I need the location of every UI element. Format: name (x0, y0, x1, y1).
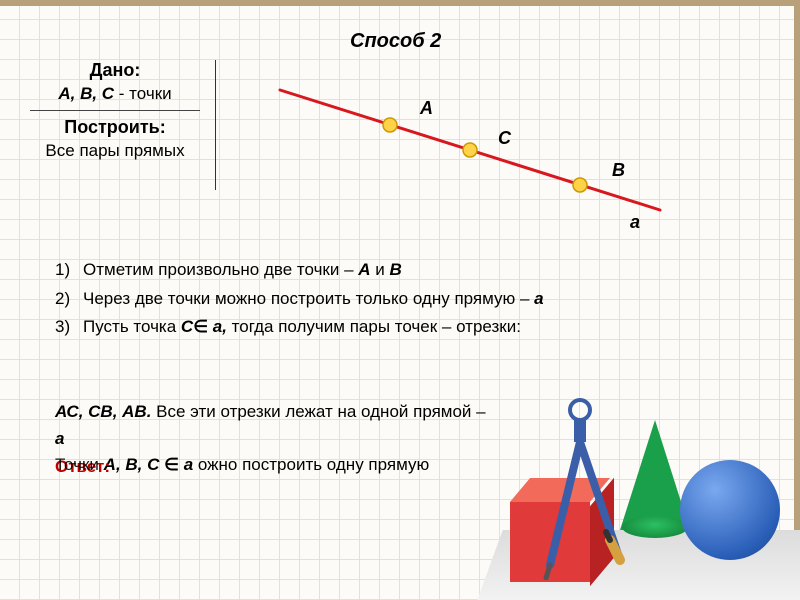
given-points: А, В, С (58, 84, 114, 103)
t: ожно построить одну прямую (198, 455, 429, 474)
t: а (534, 289, 543, 308)
floor-plane (477, 530, 800, 600)
point-c (463, 143, 477, 157)
given-desc: А, В, С - точки (25, 84, 205, 104)
step-text: Через две точки можно построить только о… (83, 287, 745, 312)
frame-top (0, 0, 800, 6)
point-b (573, 178, 587, 192)
t: Все эти отрезки лежат на одной прямой – (151, 402, 485, 421)
point-a (383, 118, 397, 132)
given-points-suffix: - точки (114, 84, 172, 103)
step-num: 1) (55, 258, 83, 283)
label-c: C (498, 128, 511, 149)
t: Пусть точка (83, 317, 181, 336)
t: а (184, 455, 193, 474)
t: а (55, 429, 64, 448)
cube-side (590, 478, 614, 587)
t: В (390, 260, 402, 279)
build-desc: Все пары прямых (25, 141, 205, 161)
conclusion-block: АС, СВ, АВ. Все эти отрезки лежат на одн… (55, 400, 755, 478)
divider (30, 110, 200, 111)
step-1: 1) Отметим произвольно две точки – А и В (55, 258, 745, 283)
t: АС, СВ, АВ. (55, 402, 151, 421)
t: Через две точки можно построить только о… (83, 289, 534, 308)
frame-right (794, 0, 800, 600)
given-block: Дано: А, В, С - точки Построить: Все пар… (25, 60, 205, 161)
build-label: Построить: (25, 117, 205, 138)
cube-front (510, 502, 590, 582)
steps-list: 1) Отметим произвольно две точки – А и В… (55, 258, 745, 344)
t: Отметим произвольно две точки – (83, 260, 358, 279)
conclusion-line2: Ответ: Точки А, В, С ∈ а ожно построить … (55, 453, 755, 478)
t: ∈ (193, 317, 208, 336)
step-num: 2) (55, 287, 83, 312)
t: тогда получим пары точек – отрезки: (227, 317, 521, 336)
t: А (358, 260, 370, 279)
geometry-diagram: A C B a (260, 50, 680, 230)
t: А, В, С (104, 455, 160, 474)
cube-top (510, 478, 610, 502)
cone-base (622, 516, 688, 538)
label-b: B (612, 160, 625, 181)
vertical-divider (215, 60, 216, 190)
step-text: Отметим произвольно две точки – А и В (83, 258, 745, 283)
step-num: 3) (55, 315, 83, 340)
conclusion-line1: АС, СВ, АВ. Все эти отрезки лежат на одн… (55, 400, 755, 425)
step-text: Пусть точка С∈ а, тогда получим пары точ… (83, 315, 745, 340)
label-a: A (420, 98, 433, 119)
given-label: Дано: (25, 60, 205, 81)
t: С (181, 317, 193, 336)
t: а, (208, 317, 227, 336)
label-line-a: a (630, 212, 640, 233)
conclusion-line1b: а (55, 427, 755, 452)
cube-shape (510, 492, 600, 582)
step-3: 3) Пусть точка С∈ а, тогда получим пары … (55, 315, 745, 340)
t: Точки (55, 455, 99, 474)
t: и (371, 260, 390, 279)
t: ∈ (164, 455, 184, 474)
step-2: 2) Через две точки можно построить тольк… (55, 287, 745, 312)
